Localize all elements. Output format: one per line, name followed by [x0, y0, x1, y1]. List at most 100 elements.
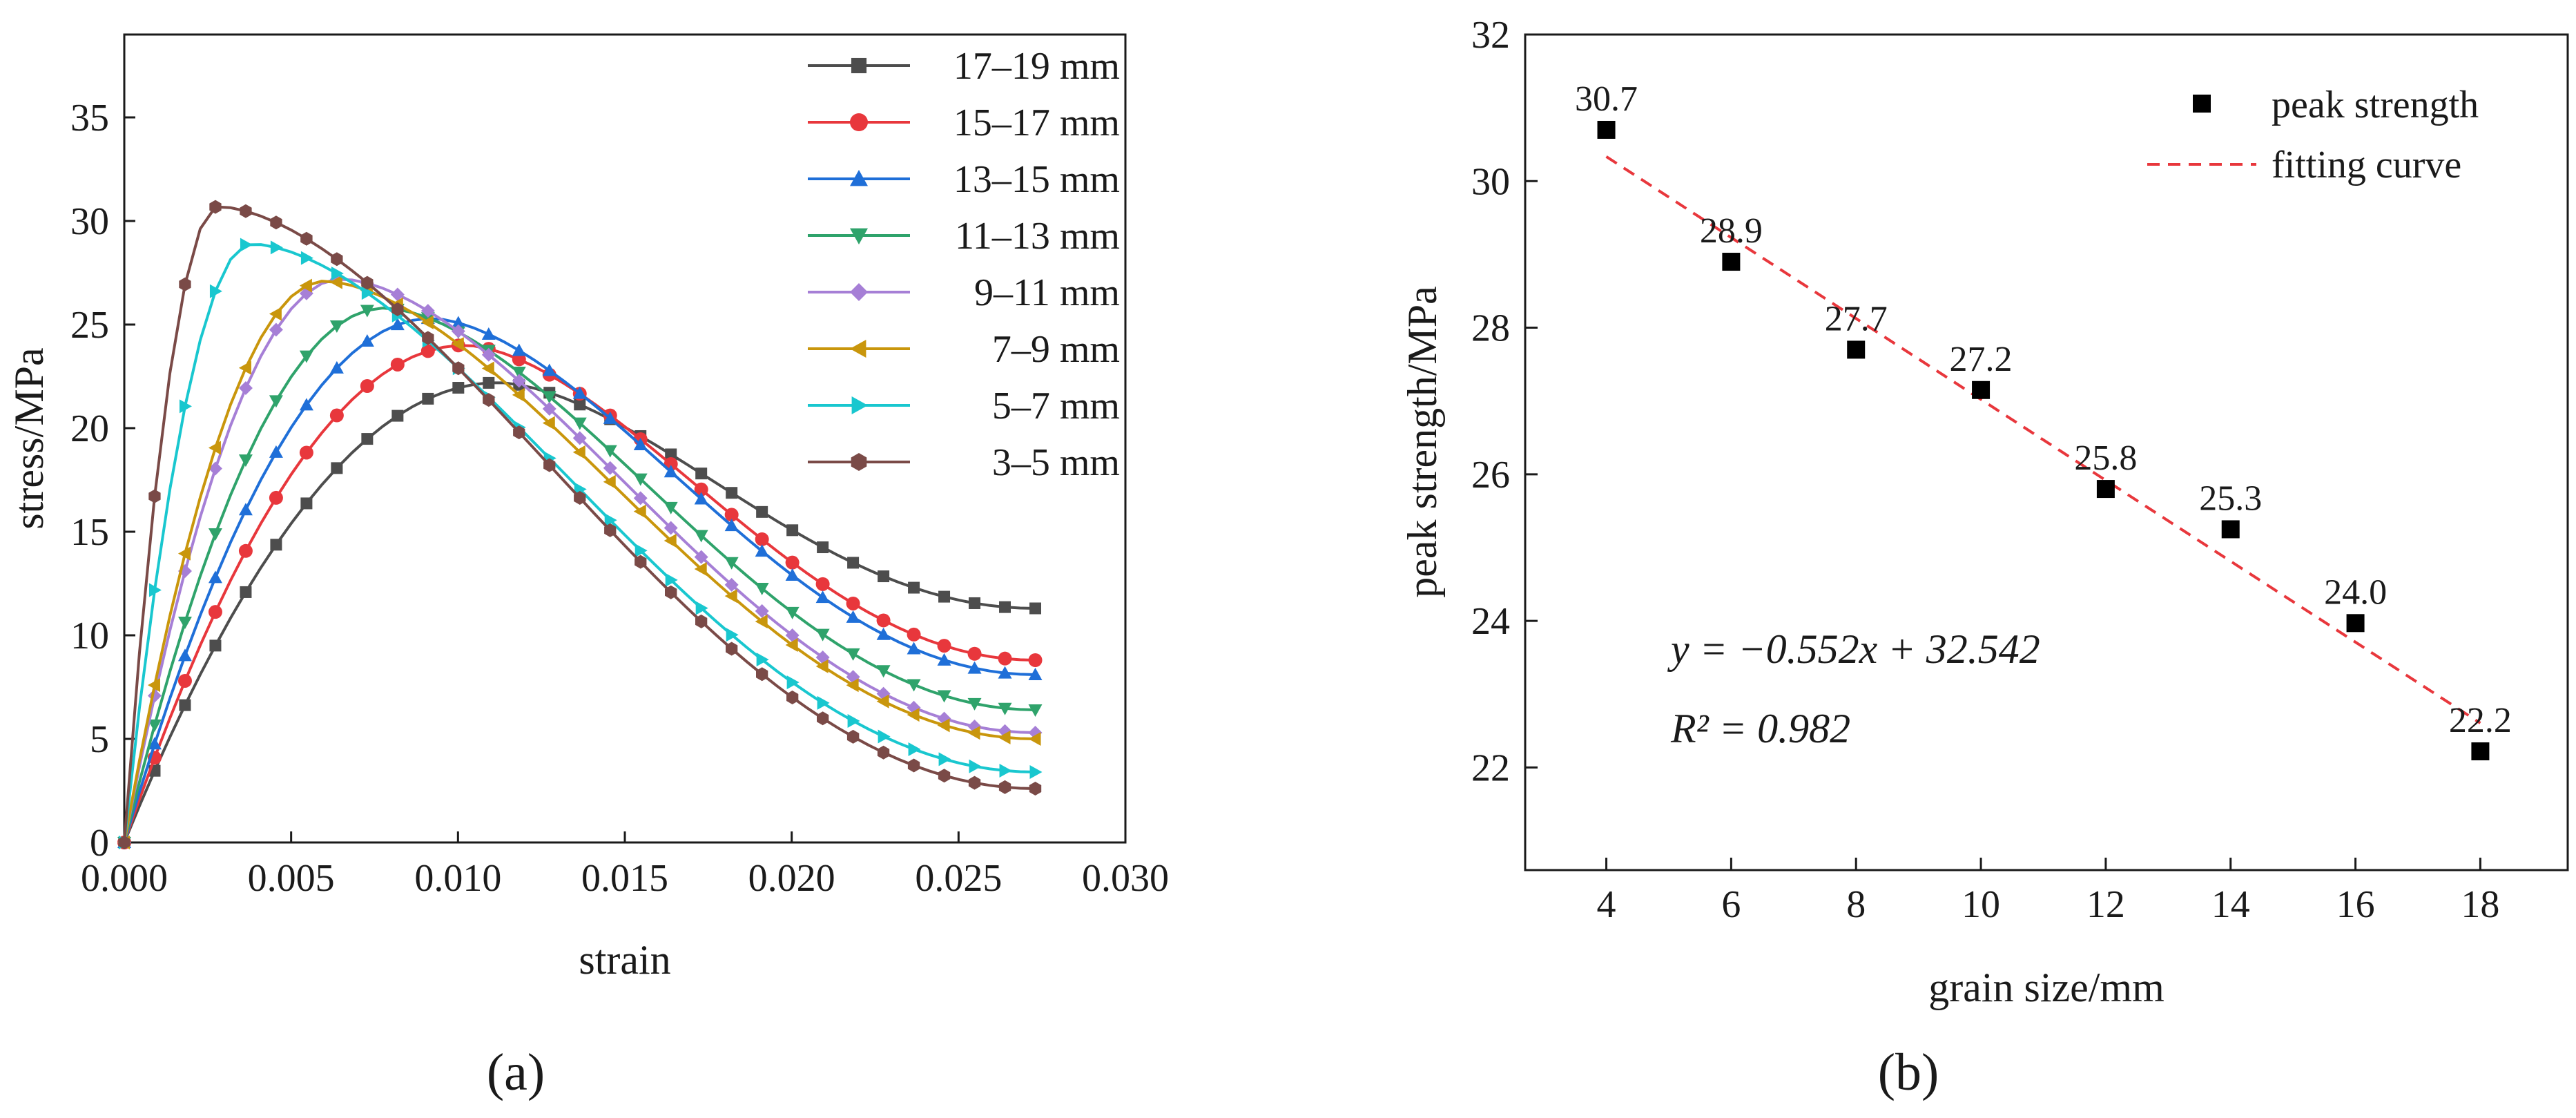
chart-b-r-squared: R² = 0.982 — [1670, 706, 1850, 751]
chart-a-point — [360, 334, 374, 347]
chart-a-point — [846, 596, 860, 610]
chart-a-x-tick-label: 0.005 — [248, 857, 335, 900]
chart-a-point — [938, 769, 951, 783]
chart-a-point — [177, 673, 192, 688]
chart-a-point — [238, 360, 251, 375]
chart-a-point — [604, 513, 617, 528]
chart-a-point — [270, 240, 283, 255]
chart-a-point — [1028, 704, 1043, 717]
chart-a-point — [635, 555, 647, 569]
chart-b-point — [2221, 520, 2240, 539]
chart-b-axes: 4 6 8 10 12 14 16 18 22 24 26 28 30 32 — [1471, 14, 2499, 926]
chart-b-data-label: 24.0 — [2324, 572, 2387, 612]
chart-a-series-5 — [117, 272, 1043, 849]
chart-a-point — [938, 590, 951, 603]
chart-a-point — [967, 646, 982, 661]
chart-b-x-tick-label: 16 — [2336, 883, 2375, 926]
chart-a-point — [877, 745, 890, 760]
chart-a-legend-item: 17–19 mm — [808, 45, 1120, 88]
chart-a-point — [664, 501, 678, 514]
chart-a-point — [481, 347, 496, 362]
chart-a-point — [270, 215, 282, 230]
chart-a-point — [300, 231, 313, 246]
chart-a-legend-item: 15–17 mm — [808, 102, 1120, 144]
chart-a-point — [755, 614, 768, 628]
chart-a-point — [817, 541, 829, 554]
chart-a-point — [968, 775, 981, 790]
chart-a-point — [452, 382, 465, 394]
chart-a-axes: 0.000 0.005 0.010 0.015 0.020 0.025 0.030 0 5 10 1… — [70, 97, 1169, 900]
chart-a-point — [694, 530, 708, 543]
chart-a-point — [878, 729, 891, 744]
chart-a-legend-item: 3–5 mm — [808, 441, 1120, 484]
chart-a-legend-marker — [850, 340, 866, 358]
chart-a-y-tick-label: 15 — [70, 511, 109, 554]
chart-a-series-1 — [118, 376, 1041, 849]
chart-a-point — [998, 651, 1012, 666]
chart-a-point — [240, 204, 252, 218]
chart-a-legend-marker — [851, 453, 867, 471]
chart-a-legend-marker — [851, 396, 868, 414]
chart-b-data-label: 27.7 — [1825, 299, 1888, 338]
chart-a-point — [147, 737, 162, 750]
chart-a-legend-item: 5–7 mm — [808, 385, 1120, 427]
chart-b-data-label: 30.7 — [1575, 79, 1638, 119]
chart-a-point — [878, 570, 890, 583]
chart-b-equation: y = −0.552x + 32.542 — [1667, 626, 2040, 672]
chart-a-point — [724, 577, 739, 592]
chart-a-point — [785, 638, 798, 653]
chart-b-point — [2096, 480, 2115, 499]
chart-a-series — [117, 200, 1043, 849]
chart-a-point — [543, 458, 556, 472]
chart-a-point — [755, 532, 769, 546]
chart-a-series-8 — [118, 200, 1042, 849]
chart-a-point — [603, 445, 617, 458]
chart-b-fitting-curve — [1605, 155, 2481, 724]
chart-a-series-line — [123, 243, 1036, 843]
chart-a-point — [724, 589, 737, 604]
chart-a-point — [907, 708, 920, 722]
chart-a-point — [299, 350, 313, 363]
chart-a-point — [876, 665, 891, 678]
chart-a-point — [1028, 668, 1043, 680]
chart-a-point — [329, 408, 344, 423]
chart-b-panel-label: (b) — [1878, 1043, 1939, 1101]
chart-a-point — [603, 474, 616, 489]
chart-a-point — [937, 718, 950, 733]
chart-a-legend-item: 13–15 mm — [808, 158, 1120, 201]
chart-a-point — [726, 642, 738, 656]
chart-a-point — [329, 320, 344, 334]
chart-a-point — [177, 616, 192, 629]
chart-b-x-tick-label: 8 — [1846, 883, 1866, 926]
chart-a-point — [148, 583, 162, 597]
chart-a-point — [329, 360, 344, 374]
chart-a-point — [208, 570, 222, 584]
chart-b-legend: peak strength fitting curve — [2147, 84, 2479, 186]
chart-a-point — [635, 543, 648, 558]
chart-a-point — [817, 695, 830, 710]
chart-a-point — [542, 363, 556, 376]
chart-a-legend-marker — [850, 113, 868, 131]
chart-b-legend-item: fitting curve — [2147, 144, 2461, 186]
chart-a-point — [998, 730, 1011, 744]
chart-a-point — [238, 454, 253, 468]
chart-a-point — [299, 398, 313, 411]
chart-a-point — [815, 659, 829, 673]
chart-a-point — [785, 628, 800, 643]
chart-a-point — [422, 392, 434, 405]
chart-a-y-tick-label: 5 — [90, 718, 109, 761]
chart-a-series-2 — [117, 338, 1043, 849]
chart-a-point — [299, 445, 313, 460]
chart-a-point — [361, 286, 374, 300]
chart-a-point — [209, 200, 222, 214]
chart-a-point — [938, 752, 951, 767]
chart-a-point — [695, 601, 708, 615]
chart-a-series-6 — [117, 275, 1041, 849]
chart-a-point — [572, 417, 587, 430]
chart-a-point — [269, 322, 283, 337]
chart-a-point — [483, 393, 495, 407]
chart-a-point — [604, 523, 617, 537]
chart-a-legend-label: 11–13 mm — [955, 215, 1120, 258]
chart-a-point — [726, 628, 739, 642]
